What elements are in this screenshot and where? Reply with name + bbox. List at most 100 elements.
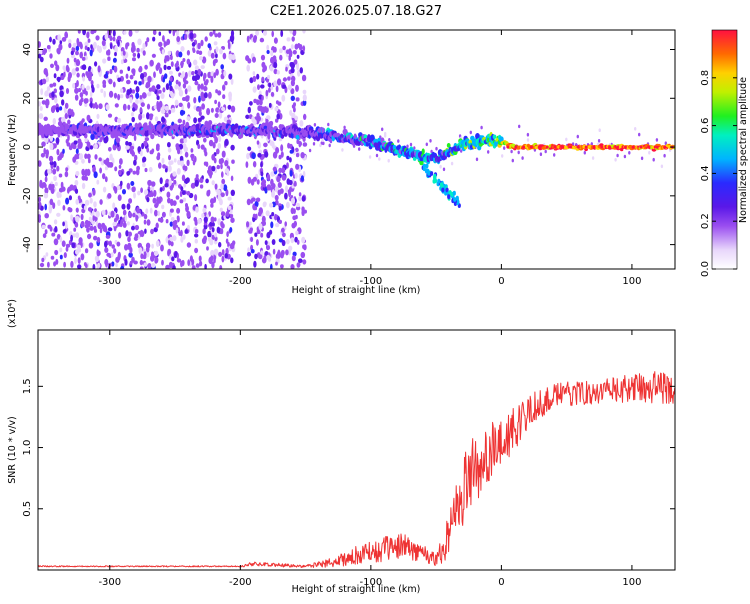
noise-speckle bbox=[597, 139, 601, 143]
noise-speckle bbox=[224, 168, 230, 174]
noise-speckle bbox=[634, 127, 637, 131]
noise-speckle bbox=[174, 99, 179, 106]
noise-speckle bbox=[86, 114, 91, 122]
noise-speckle bbox=[167, 142, 171, 148]
noise-speckle bbox=[146, 219, 151, 226]
noise-speckle bbox=[75, 50, 79, 56]
noise-speckle bbox=[52, 168, 57, 175]
noise-speckle bbox=[76, 72, 80, 78]
noise-speckle bbox=[203, 216, 208, 223]
noise-speckle bbox=[55, 64, 60, 72]
noise-speckle bbox=[224, 139, 229, 147]
noise-speckle bbox=[159, 217, 164, 223]
noise-speckle bbox=[93, 30, 97, 34]
noise-speckle bbox=[220, 163, 223, 170]
noise-speckle bbox=[206, 108, 211, 116]
noise-speckle bbox=[180, 236, 184, 243]
ridge-point bbox=[437, 178, 441, 184]
noise-speckle bbox=[184, 95, 190, 102]
noise-speckle bbox=[156, 62, 161, 69]
noise-speckle bbox=[215, 53, 218, 59]
noise-speckle bbox=[576, 134, 579, 139]
noise-speckle bbox=[90, 80, 94, 86]
noise-speckle bbox=[264, 151, 269, 158]
noise-speckle bbox=[159, 67, 163, 75]
noise-speckle bbox=[143, 140, 148, 147]
noise-speckle bbox=[170, 107, 176, 113]
noise-speckle bbox=[252, 162, 256, 167]
noise-speckle bbox=[153, 71, 156, 78]
noise-speckle bbox=[200, 91, 205, 99]
noise-speckle bbox=[192, 75, 196, 81]
noise-speckle bbox=[258, 99, 263, 106]
noise-speckle bbox=[655, 138, 659, 142]
noise-speckle bbox=[78, 87, 81, 93]
noise-speckle bbox=[147, 75, 152, 83]
noise-speckle bbox=[173, 158, 177, 163]
noise-speckle bbox=[139, 95, 143, 100]
noise-speckle bbox=[176, 30, 179, 37]
noise-speckle bbox=[289, 149, 294, 154]
noise-speckle bbox=[103, 159, 108, 164]
noise-speckle bbox=[288, 190, 292, 198]
noise-speckle bbox=[215, 107, 220, 113]
ridge-point bbox=[447, 194, 451, 200]
noise-speckle bbox=[138, 65, 143, 73]
noise-speckle bbox=[261, 257, 267, 264]
noise-speckle bbox=[138, 247, 143, 255]
noise-speckle bbox=[289, 170, 293, 177]
noise-speckle bbox=[207, 43, 212, 49]
noise-speckle bbox=[104, 209, 108, 216]
noise-speckle bbox=[38, 160, 42, 167]
noise-speckle bbox=[107, 227, 113, 232]
x-tick-label: -200 bbox=[229, 276, 252, 287]
noise-speckle bbox=[72, 156, 77, 163]
noise-speckle bbox=[92, 41, 97, 50]
noise-speckle bbox=[257, 152, 262, 158]
noise-speckle bbox=[287, 84, 292, 91]
noise-speckle bbox=[296, 202, 300, 208]
noise-speckle bbox=[80, 213, 84, 221]
noise-speckle bbox=[224, 81, 228, 86]
noise-speckle bbox=[591, 156, 595, 160]
noise-speckle bbox=[180, 260, 183, 268]
noise-speckle bbox=[469, 130, 472, 135]
noise-speckle bbox=[290, 44, 294, 50]
noise-speckle bbox=[131, 256, 135, 263]
ridge-point bbox=[424, 168, 429, 174]
noise-speckle bbox=[167, 147, 172, 153]
noise-speckle bbox=[85, 71, 89, 76]
noise-speckle bbox=[106, 252, 111, 257]
snr-xlabel: Height of straight line (km) bbox=[292, 584, 421, 595]
noise-speckle bbox=[246, 252, 252, 257]
noise-speckle bbox=[49, 143, 54, 151]
noise-speckle bbox=[260, 105, 263, 113]
noise-speckle bbox=[270, 56, 275, 64]
noise-speckle bbox=[169, 85, 173, 92]
noise-speckle bbox=[98, 103, 103, 110]
noise-speckle bbox=[128, 231, 132, 237]
noise-speckle bbox=[64, 113, 69, 119]
ridge-core-point bbox=[584, 145, 588, 149]
noise-speckle bbox=[170, 61, 174, 67]
noise-speckle bbox=[221, 178, 226, 185]
noise-speckle bbox=[127, 245, 131, 250]
noise-speckle bbox=[281, 227, 285, 233]
noise-speckle bbox=[133, 80, 138, 85]
noise-speckle bbox=[211, 261, 215, 269]
noise-speckle bbox=[343, 125, 346, 130]
noise-speckle bbox=[226, 119, 231, 125]
noise-speckle bbox=[229, 227, 233, 233]
noise-speckle bbox=[181, 190, 186, 196]
noise-speckle bbox=[107, 113, 113, 118]
noise-speckle bbox=[140, 73, 145, 80]
noise-speckle bbox=[125, 141, 129, 146]
noise-speckle bbox=[652, 157, 655, 162]
noise-speckle bbox=[132, 212, 136, 218]
noise-speckle bbox=[208, 211, 212, 217]
noise-speckle bbox=[120, 88, 124, 93]
noise-speckle bbox=[66, 142, 71, 147]
noise-speckle bbox=[256, 73, 260, 80]
noise-speckle bbox=[54, 249, 59, 256]
noise-speckle bbox=[149, 59, 154, 67]
